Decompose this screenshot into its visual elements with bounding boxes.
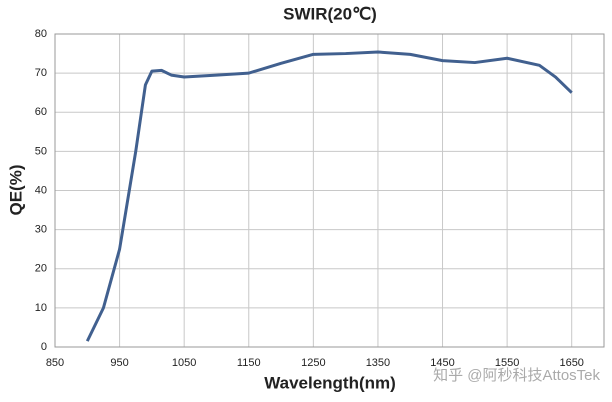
plot-frame	[54, 33, 605, 348]
x-tick-label: 1450	[430, 357, 454, 369]
y-tick-label: 80	[35, 28, 47, 40]
x-tick-label: 1650	[559, 357, 583, 369]
watermark: 知乎 @阿秒科技AttosTek	[433, 367, 600, 384]
y-tick-label: 40	[35, 184, 47, 196]
x-tick-label: 1550	[495, 357, 519, 369]
chart-title: SWIR(20℃)	[283, 4, 377, 23]
y-tick-label: 20	[35, 263, 47, 275]
x-tick-label: 950	[110, 357, 128, 369]
data-line	[85, 50, 573, 342]
y-tick-label: 10	[35, 302, 47, 314]
x-tick-label: 850	[46, 357, 64, 369]
y-tick-label: 50	[35, 145, 47, 157]
x-tick-label: 1050	[172, 357, 196, 369]
y-tick-label: 60	[35, 106, 47, 118]
y-tick-label: 30	[35, 224, 47, 236]
y-tick-label: 0	[41, 341, 47, 353]
x-tick-label: 1350	[366, 357, 390, 369]
x-tick-label: 1150	[237, 357, 261, 369]
y-tick-label: 70	[35, 67, 47, 79]
x-tick-label: 1250	[301, 357, 325, 369]
x-axis-label: Wavelength(nm)	[264, 373, 396, 392]
y-axis-label: QE(%)	[6, 165, 25, 216]
